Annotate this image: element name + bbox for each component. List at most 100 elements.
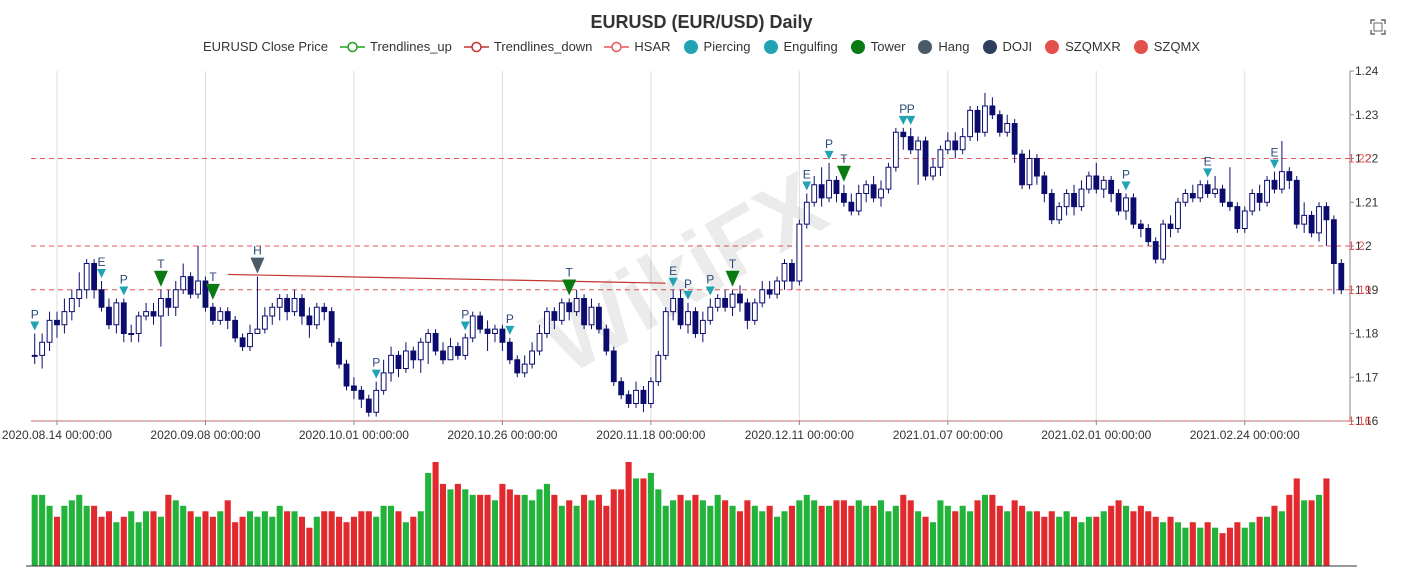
candle-body	[410, 350, 417, 361]
candle-body	[1212, 188, 1218, 194]
candle	[1204, 180, 1211, 198]
candle	[150, 302, 157, 325]
pattern-marker-label: E	[98, 255, 106, 269]
candle	[848, 193, 855, 216]
volume-bar	[922, 516, 929, 566]
candle-body	[187, 276, 194, 295]
pattern-marker-arrow	[505, 325, 515, 335]
candle	[989, 97, 996, 120]
pattern-marker-label: T	[157, 257, 165, 271]
pattern-marker: P	[705, 273, 715, 296]
volume-bar	[469, 494, 476, 566]
volume-bar	[76, 494, 83, 566]
volume-bar	[610, 489, 617, 566]
candle	[529, 342, 536, 369]
legend-item[interactable]: SZQMXR	[1044, 39, 1121, 54]
candle	[1167, 215, 1174, 238]
pattern-marker-label: P	[506, 312, 514, 326]
pattern-marker-arrow	[836, 165, 851, 182]
volume-bar	[1056, 516, 1063, 566]
candle	[551, 307, 558, 330]
volume-bar	[900, 494, 907, 566]
candle	[1152, 237, 1159, 264]
candle-body	[365, 398, 372, 413]
candle	[39, 333, 46, 369]
candle	[707, 298, 714, 325]
legend-item[interactable]: Hang	[917, 39, 970, 54]
legend-item[interactable]: SZQMX	[1133, 39, 1200, 54]
candle-body	[209, 306, 216, 321]
pattern-marker: P	[119, 273, 129, 296]
volume-bar	[128, 511, 135, 566]
pattern-marker-label: P	[372, 356, 380, 370]
candle-body	[432, 333, 439, 352]
candle-body	[1227, 201, 1233, 208]
pattern-marker: T	[836, 152, 851, 182]
volume-bar	[187, 511, 194, 566]
legend-item[interactable]: Engulfing	[763, 39, 838, 54]
candle-body	[826, 179, 832, 199]
volume-bar	[1264, 516, 1271, 566]
hsar-level-label: 1.19	[1348, 283, 1372, 297]
volume-bar	[343, 522, 350, 566]
volume-bar	[261, 511, 268, 566]
legend-item[interactable]: Piercing	[683, 39, 751, 54]
candle	[640, 386, 647, 413]
legend-item[interactable]: Trendlines_down	[463, 39, 592, 54]
candle	[1301, 202, 1308, 233]
candle-body	[974, 109, 981, 133]
candle-body	[967, 109, 974, 138]
candle	[974, 106, 981, 141]
legend-item[interactable]: HSAR	[604, 39, 671, 54]
candle-body	[1316, 206, 1322, 234]
candle	[759, 281, 766, 308]
candle	[1041, 171, 1048, 203]
candle	[581, 294, 587, 330]
candle-body	[492, 328, 498, 334]
volume-bar	[833, 500, 840, 566]
volume-bar	[254, 516, 261, 566]
volume-bar	[120, 516, 127, 566]
candle	[1078, 180, 1085, 211]
candle-body	[759, 289, 766, 304]
y-tick-label: 1.19	[1355, 283, 1379, 297]
volume-bar	[31, 494, 38, 566]
candle-body	[1123, 197, 1129, 212]
candle	[321, 302, 328, 321]
candle-body	[46, 319, 53, 343]
candle	[499, 324, 506, 351]
candle	[1219, 184, 1226, 207]
legend-item[interactable]: Tower	[850, 39, 905, 54]
candle	[937, 145, 944, 176]
candle	[1175, 197, 1181, 233]
volume-bar	[551, 494, 558, 566]
volume-bar	[380, 505, 387, 566]
volume-bar	[1048, 511, 1055, 566]
volume-bar	[959, 505, 966, 566]
volume-bar	[425, 472, 432, 566]
volume-bar	[373, 516, 380, 566]
volume-bar	[566, 500, 573, 566]
legend-item[interactable]: EURUSD Close Price	[203, 39, 328, 54]
candle	[1048, 189, 1055, 225]
pattern-marker-arrow	[824, 150, 834, 160]
candle-body	[254, 328, 261, 334]
legend-item[interactable]: Trendlines_up	[339, 39, 452, 54]
legend-item[interactable]: DOJI	[982, 39, 1032, 54]
volume-bar	[506, 489, 513, 566]
candle	[506, 337, 513, 365]
candle	[113, 298, 120, 334]
candle-body	[952, 140, 959, 151]
pattern-marker-label: H	[253, 244, 262, 258]
volume-bar	[402, 522, 409, 566]
candle	[1160, 219, 1167, 264]
candle-body	[440, 350, 446, 361]
x-tick-label: 2020.11.18 00:00:00	[596, 428, 706, 442]
candle-body	[120, 302, 127, 334]
candle-body	[707, 306, 714, 321]
candle-body	[1048, 193, 1055, 221]
restore-zoom-icon[interactable]	[1369, 18, 1387, 41]
pattern-marker-label: P	[684, 277, 692, 291]
volume-bar	[336, 516, 343, 566]
